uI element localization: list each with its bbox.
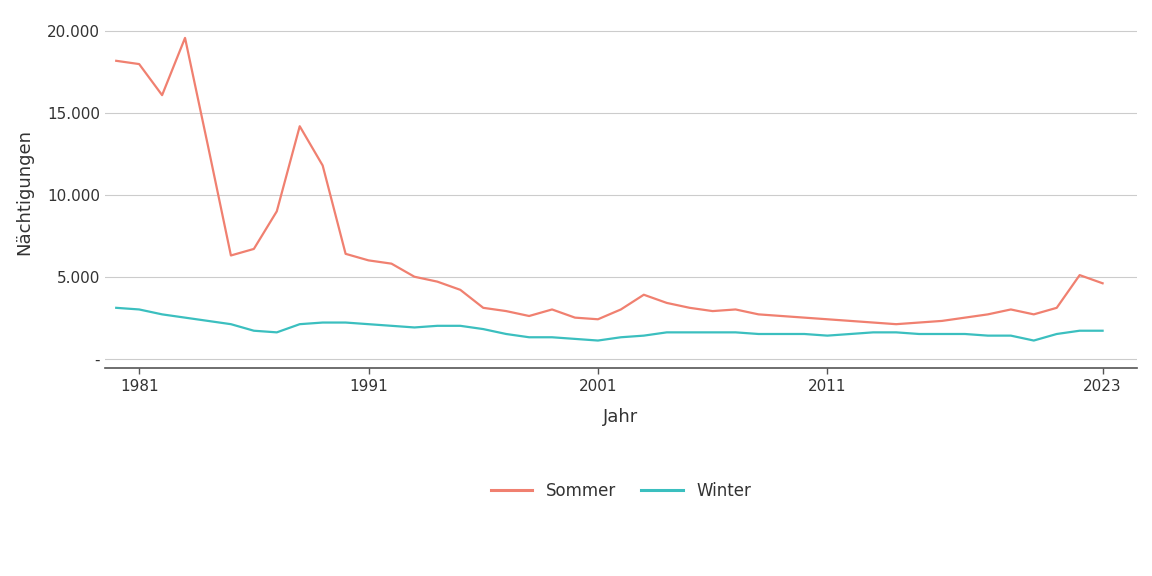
Legend: Sommer, Winter: Sommer, Winter [484, 476, 758, 507]
Y-axis label: Nächtigungen: Nächtigungen [15, 128, 33, 255]
X-axis label: Jahr: Jahr [604, 408, 638, 426]
